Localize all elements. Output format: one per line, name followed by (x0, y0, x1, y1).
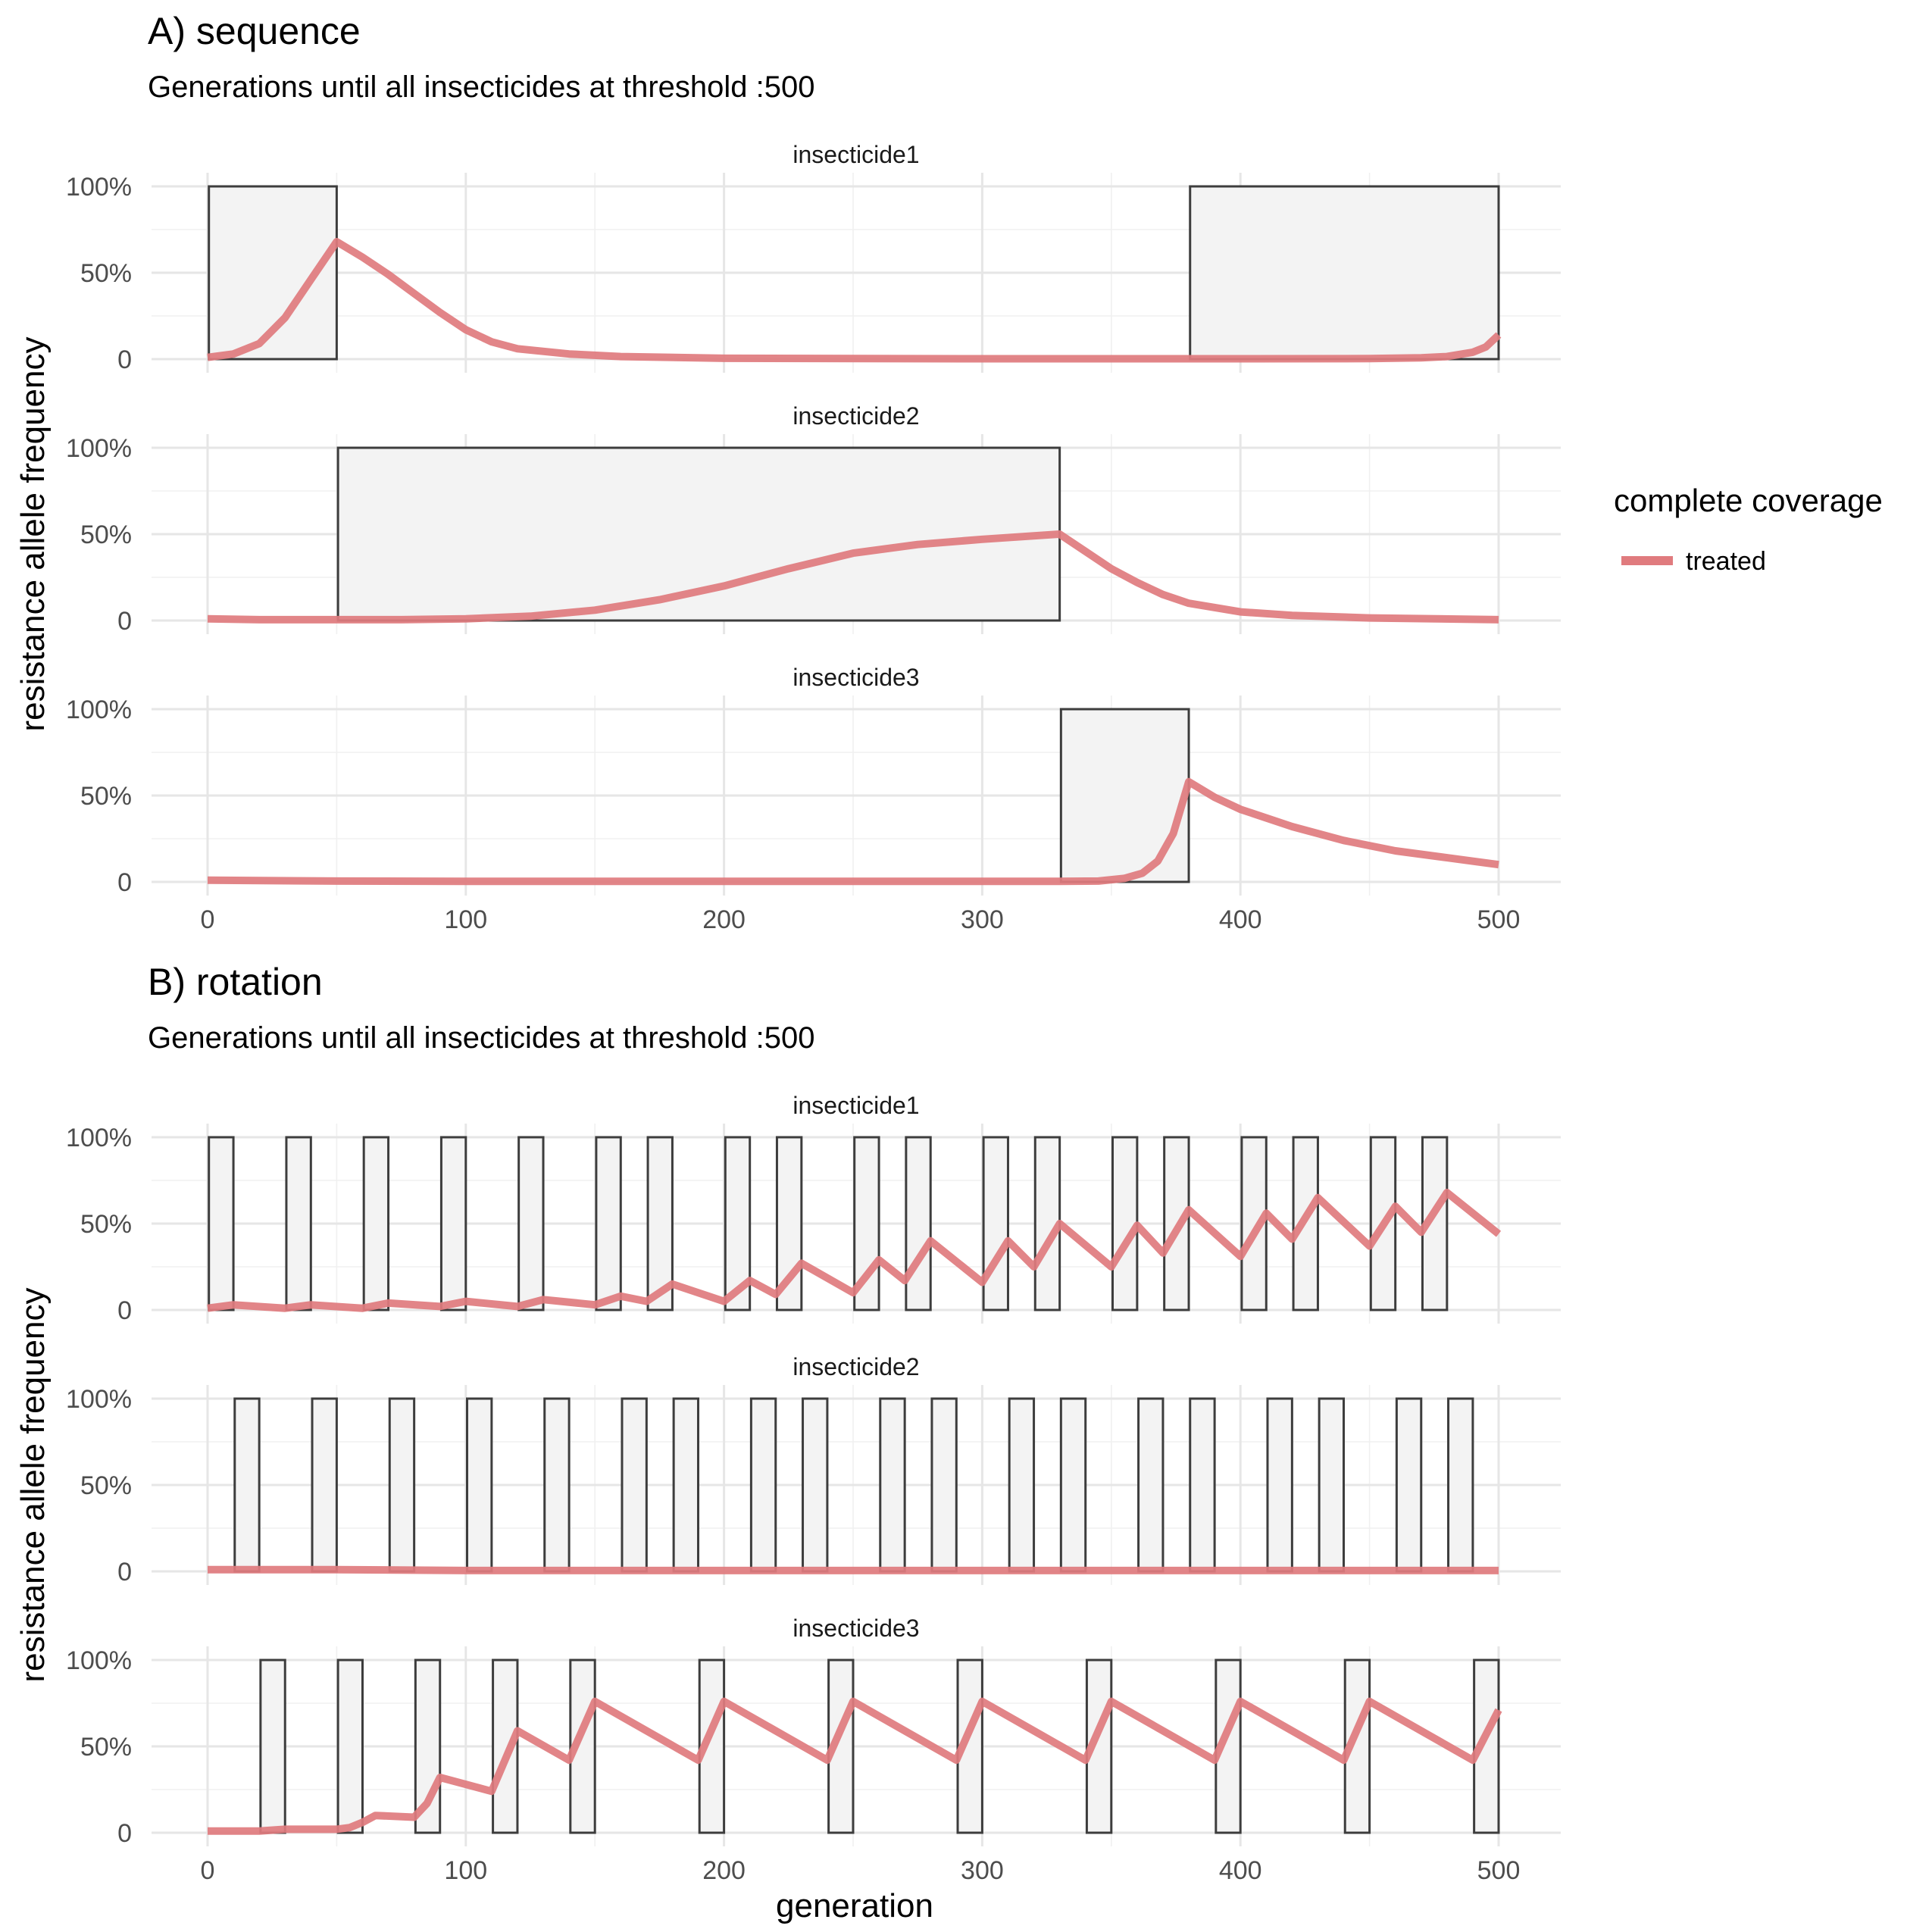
deployment-box (646, 1136, 674, 1311)
deployment-box (1059, 708, 1190, 883)
panel-a-insecticide3: insecticide3 0 50% 100% (66, 664, 1561, 897)
x-tick-label-a: 0 (201, 905, 215, 934)
y-tick-label: 50% (80, 259, 132, 288)
series-line-treated (207, 777, 1499, 886)
deployment-box (311, 1397, 338, 1573)
deployment-box (1189, 1397, 1216, 1573)
panel-b-insecticide2: insecticide2 0 50% 100% (66, 1353, 1561, 1587)
x-tick-label-a: 300 (961, 905, 1004, 934)
deployment-box (905, 1136, 932, 1311)
deployment-box (259, 1658, 286, 1834)
deployment-box (1137, 1397, 1165, 1573)
series-line-treated (207, 238, 1502, 363)
series-line-treated (207, 530, 1499, 624)
x-tick-label-a: 400 (1219, 905, 1262, 934)
strip-label: insecticide1 (792, 141, 919, 168)
deployment-box (672, 1397, 700, 1573)
y-tick-label: 100% (66, 1646, 132, 1675)
deployment-box (466, 1397, 493, 1573)
deployment-box (879, 1397, 906, 1573)
chart-a-subtitle: Generations until all insecticides at th… (148, 70, 815, 104)
deployment-box (1266, 1397, 1293, 1573)
x-tick-label-b: 200 (702, 1856, 746, 1885)
x-tick-label-a: 100 (444, 905, 487, 934)
chart-b-y-axis-label: resistance allele frequency (14, 1288, 52, 1683)
y-tick-label: 50% (80, 1471, 132, 1500)
y-tick-label: 0 (117, 345, 132, 374)
panel-b-insecticide1: insecticide1 0 50% 100% (66, 1092, 1561, 1325)
chart-a-title: A) sequence (148, 10, 361, 52)
deployment-box (336, 1658, 364, 1834)
chart-b-subtitle: Generations until all insecticides at th… (148, 1021, 815, 1055)
y-tick-label: 50% (80, 1733, 132, 1762)
y-tick-label: 50% (80, 782, 132, 811)
deployment-box (982, 1136, 1009, 1311)
x-axis-label: generation (776, 1887, 933, 1924)
deployment-box (1059, 1397, 1087, 1573)
deployment-box (233, 1397, 261, 1573)
x-tick-label-b: 100 (444, 1856, 487, 1885)
deployment-box (749, 1397, 777, 1573)
strip-label: insecticide3 (792, 664, 919, 691)
y-tick-label: 100% (66, 1385, 132, 1414)
deployment-box (595, 1136, 622, 1311)
deployment-box (1189, 185, 1500, 361)
x-tick-label-b: 400 (1219, 1856, 1262, 1885)
deployment-box (543, 1397, 571, 1573)
chart-a-y-axis-label: resistance allele frequency (14, 337, 52, 732)
legend: complete coverage treated (1614, 483, 1883, 576)
panel-a-insecticide1: insecticide1 0 50% 100% (66, 141, 1561, 374)
series-line-treated (208, 1697, 1502, 1835)
deployment-box (1395, 1397, 1423, 1573)
deployment-box (1008, 1397, 1036, 1573)
deployment-box (517, 1136, 545, 1311)
x-tick-label-b: 500 (1477, 1856, 1521, 1885)
deployment-box (208, 1136, 235, 1311)
legend-title: complete coverage (1614, 483, 1883, 518)
deployment-box (802, 1397, 829, 1573)
x-tick-label-b: 0 (201, 1856, 215, 1885)
legend-label-treated: treated (1686, 547, 1766, 576)
y-tick-label: 0 (117, 607, 132, 636)
deployment-box (285, 1136, 312, 1311)
y-tick-label: 0 (117, 1819, 132, 1848)
y-tick-label: 100% (66, 1124, 132, 1152)
y-tick-label: 0 (117, 1558, 132, 1587)
panels: insecticide1 0 50% 100% insecticide2 0 50% 100%… (66, 141, 1561, 1885)
panel-b-insecticide3: insecticide3 0 50% 100% (66, 1615, 1561, 1848)
series-line-treated (208, 1565, 1499, 1574)
y-tick-label: 50% (80, 521, 132, 549)
chart-b-title: B) rotation (148, 961, 323, 1003)
strip-label: insecticide2 (792, 1353, 919, 1380)
deployment-box (1240, 1136, 1268, 1311)
y-tick-label: 100% (66, 173, 132, 202)
y-tick-label: 50% (80, 1210, 132, 1239)
deployment-box (1111, 1136, 1139, 1311)
panel-a-insecticide2: insecticide2 0 50% 100% (66, 402, 1561, 636)
deployment-box (388, 1397, 416, 1573)
y-tick-label: 100% (66, 434, 132, 463)
y-tick-label: 0 (117, 868, 132, 897)
strip-label: insecticide2 (792, 402, 919, 430)
x-tick-label-a: 500 (1477, 905, 1521, 934)
deployment-box (439, 1136, 467, 1311)
series-line-treated (207, 1189, 1502, 1312)
y-tick-label: 100% (66, 696, 132, 724)
deployment-box (1447, 1397, 1474, 1573)
deployment-box (1318, 1397, 1346, 1573)
strip-label: insecticide3 (792, 1615, 919, 1642)
x-tick-label-b: 300 (961, 1856, 1004, 1885)
x-tick-label-a: 200 (702, 905, 746, 934)
y-tick-label: 0 (117, 1296, 132, 1325)
strip-label: insecticide1 (792, 1092, 919, 1119)
deployment-box (362, 1136, 390, 1311)
deployment-box (621, 1397, 648, 1573)
deployment-box (930, 1397, 958, 1573)
